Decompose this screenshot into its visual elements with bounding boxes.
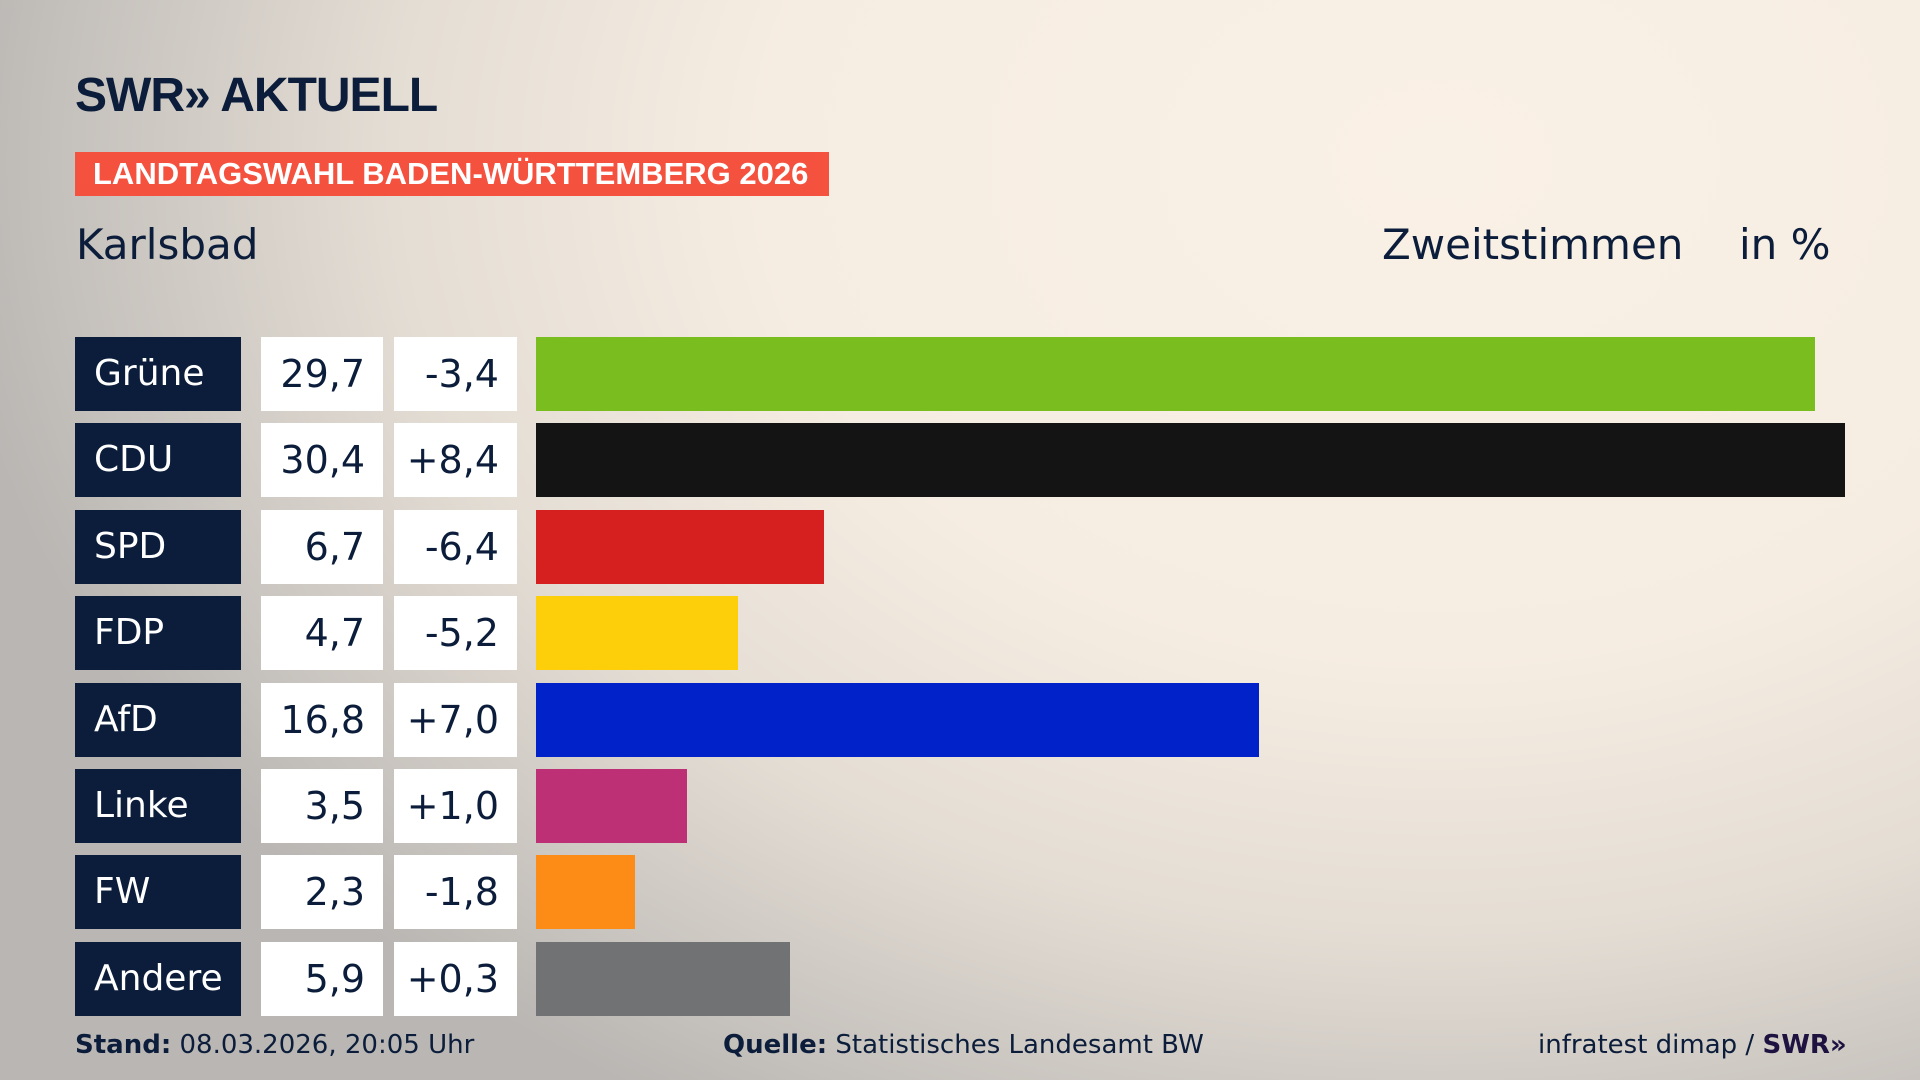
value-label: 5,9 bbox=[261, 941, 383, 1016]
bar-row: FW 2,3 -1,8 bbox=[0, 855, 1920, 930]
credit-text: infratest dimap / bbox=[1538, 1030, 1755, 1060]
election-banner: LANDTAGSWAHL BADEN-WÜRTTEMBERG 2026 bbox=[75, 152, 829, 196]
timestamp: Stand: 08.03.2026, 20:05 Uhr bbox=[75, 1030, 474, 1060]
party-label: Linke bbox=[75, 769, 241, 843]
swr-logo: SWR» bbox=[1762, 1030, 1847, 1060]
bar-row: SPD 6,7 -6,4 bbox=[0, 509, 1920, 584]
party-label: FW bbox=[75, 855, 241, 930]
stand-label: Stand: bbox=[75, 1030, 172, 1060]
bar bbox=[536, 941, 790, 1016]
change-label: +8,4 bbox=[394, 423, 517, 498]
change-label: +7,0 bbox=[394, 682, 517, 757]
value-label: 6,7 bbox=[261, 509, 383, 584]
party-label: CDU bbox=[75, 423, 241, 498]
metric-label: Zweitstimmen bbox=[1382, 220, 1684, 269]
value-label: 4,7 bbox=[261, 596, 383, 671]
source: Quelle: Statistisches Landesamt BW bbox=[723, 1030, 1204, 1060]
value-label: 30,4 bbox=[261, 423, 383, 498]
party-label: SPD bbox=[75, 509, 241, 584]
change-label: -3,4 bbox=[394, 337, 517, 411]
bar bbox=[536, 423, 1845, 498]
bar-row: FDP 4,7 -5,2 bbox=[0, 596, 1920, 671]
change-label: +0,3 bbox=[394, 941, 517, 1016]
bar bbox=[536, 337, 1815, 411]
bar-row: Grüne 29,7 -3,4 bbox=[0, 337, 1920, 411]
change-label: -6,4 bbox=[394, 509, 517, 584]
bar-row: AfD 16,8 +7,0 bbox=[0, 682, 1920, 757]
party-label: Andere bbox=[75, 941, 241, 1016]
value-label: 16,8 bbox=[261, 682, 383, 757]
source-label: Quelle: bbox=[723, 1030, 828, 1060]
place-title: Karlsbad bbox=[76, 220, 259, 269]
value-label: 29,7 bbox=[261, 337, 383, 411]
bar bbox=[536, 509, 825, 584]
unit-label: in % bbox=[1739, 220, 1831, 269]
change-label: -5,2 bbox=[394, 596, 517, 671]
party-label: AfD bbox=[75, 682, 241, 757]
change-label: -1,8 bbox=[394, 855, 517, 930]
credit: infratest dimap / SWR» bbox=[1538, 1030, 1847, 1060]
bar-row: Linke 3,5 +1,0 bbox=[0, 769, 1920, 843]
value-label: 3,5 bbox=[261, 769, 383, 843]
value-label: 2,3 bbox=[261, 855, 383, 930]
party-label: Grüne bbox=[75, 337, 241, 411]
source-value: Statistisches Landesamt BW bbox=[835, 1030, 1204, 1060]
stand-value: 08.03.2026, 20:05 Uhr bbox=[179, 1030, 475, 1060]
party-label: FDP bbox=[75, 596, 241, 671]
bar bbox=[536, 855, 635, 930]
bar-row: CDU 30,4 +8,4 bbox=[0, 423, 1920, 498]
swr-aktuell-logo: SWR» AKTUELL bbox=[75, 69, 438, 122]
change-label: +1,0 bbox=[394, 769, 517, 843]
bar-row: Andere 5,9 +0,3 bbox=[0, 941, 1920, 1016]
bar bbox=[536, 682, 1260, 757]
bar bbox=[536, 769, 687, 843]
bar bbox=[536, 596, 739, 671]
